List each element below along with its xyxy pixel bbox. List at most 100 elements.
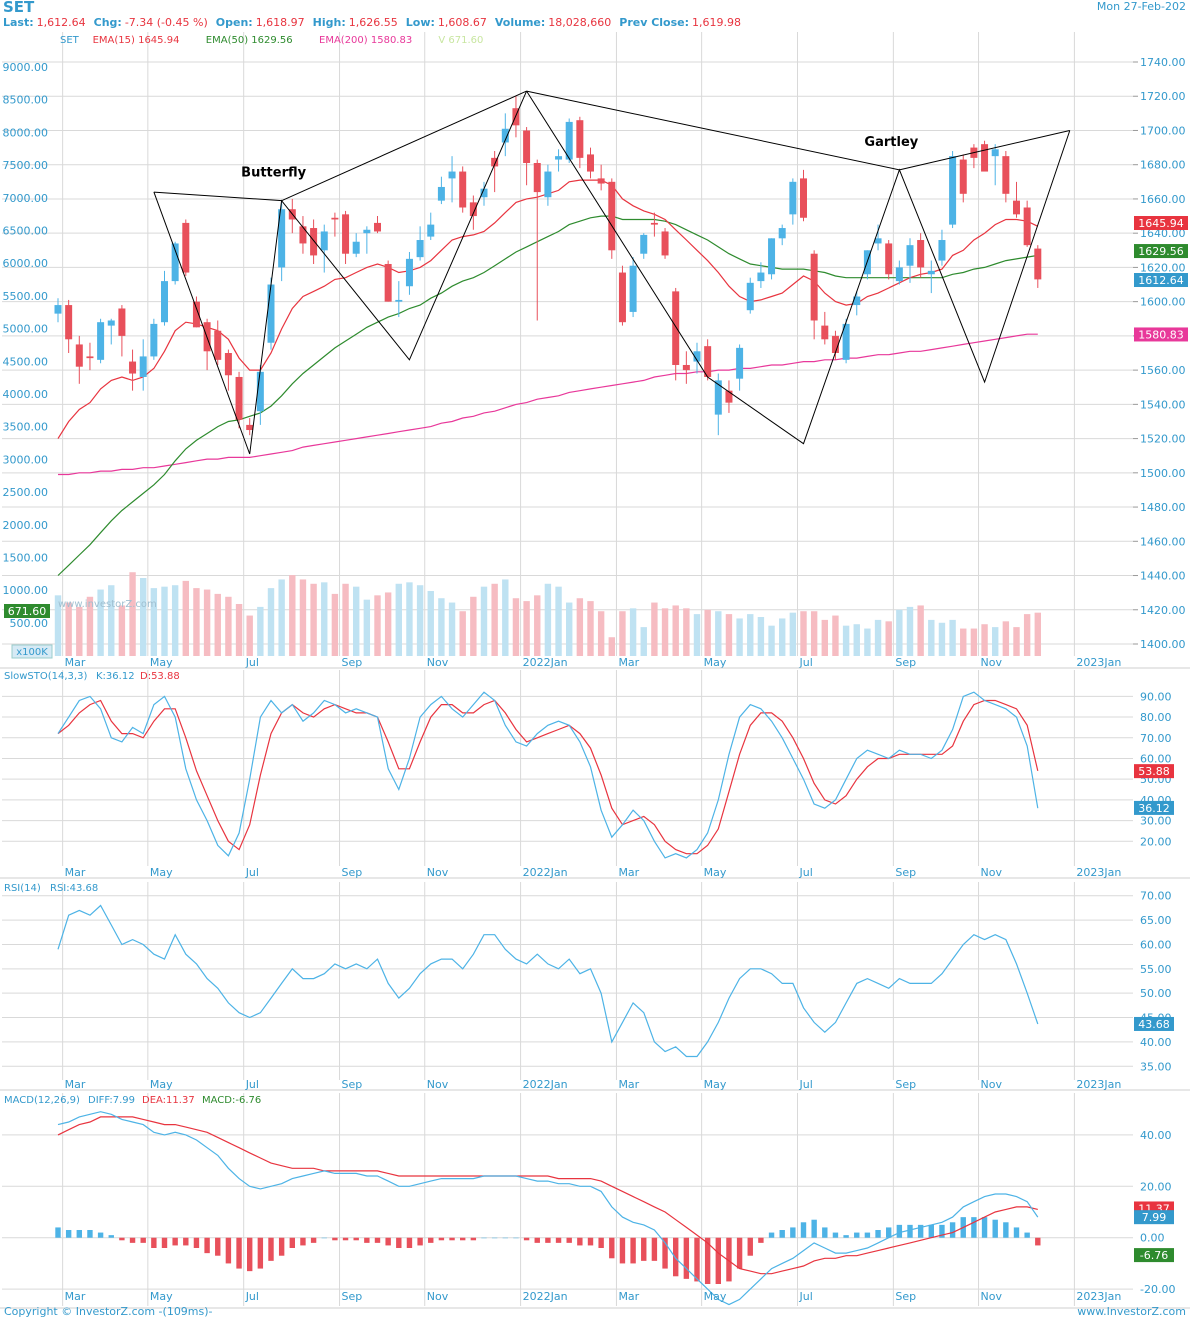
stoch-title: SlowSTO(14,3,3) [4, 671, 87, 682]
candle-body [501, 128, 509, 143]
macd-histogram-bar [470, 1237, 477, 1241]
candle-body [331, 217, 339, 220]
quote-value: 1,612.64 [36, 16, 86, 29]
left-axis-tick-label: 1000.00 [3, 584, 49, 597]
rsi-line [57, 904, 1039, 1058]
left-axis-tick-label: 6000.00 [3, 257, 49, 270]
macd-histogram-bar [587, 1237, 594, 1246]
macd-histogram-bar [310, 1237, 317, 1243]
right-axis-tick-label: 65.00 [1140, 914, 1172, 927]
macd-title: MACD(12,26,9) [4, 1095, 80, 1106]
x-axis-label: Nov [981, 866, 1003, 879]
candle-body [267, 284, 275, 343]
macd-histogram-bar [843, 1235, 849, 1238]
candle-body [885, 243, 893, 275]
macd-histogram-bar [886, 1227, 892, 1238]
macd-histogram-bar [917, 1224, 924, 1238]
candle-body [608, 181, 616, 251]
volume-bar [928, 619, 935, 656]
left-axis-tick-label: 4000.00 [3, 388, 49, 401]
right-axis-tick-label: 35.00 [1140, 1060, 1172, 1073]
candle-body [618, 272, 626, 323]
macd-histogram-bar [800, 1222, 807, 1238]
price-label-text: 1629.56 [1138, 245, 1184, 258]
watermark-text: www.investorZ.com [58, 599, 157, 610]
macd-histogram-bar [225, 1237, 232, 1264]
volume-bar [140, 578, 147, 656]
volume-bar [1023, 614, 1031, 656]
left-axis-tick-label: 9000.00 [3, 61, 49, 74]
right-axis-tick-label: -20.00 [1140, 1283, 1175, 1296]
macd-histogram-bar [747, 1237, 753, 1256]
macd-histogram-bar [928, 1224, 934, 1238]
x-axis-label: May [150, 1290, 173, 1303]
candle-body [480, 188, 488, 198]
candle-body [192, 301, 200, 328]
candle-body [895, 267, 903, 282]
candle-body [352, 241, 360, 254]
left-axis-tick-label: 3500.00 [3, 421, 49, 434]
x-axis-label: Mar [618, 656, 639, 669]
right-axis-tick-label: 30.00 [1140, 815, 1172, 828]
volume-bar [108, 585, 115, 656]
volume-bar [257, 606, 264, 656]
candle-body [640, 234, 648, 254]
volume-bar [448, 602, 456, 656]
quote-value: 1,626.55 [348, 16, 398, 29]
candle-body [427, 224, 435, 237]
price-label-text: 1612.64 [1138, 274, 1184, 287]
candle-body [555, 156, 563, 160]
x-axis-label: 2022Jan [523, 1078, 568, 1091]
macd-histogram-bar [555, 1237, 562, 1243]
candle-body [842, 323, 850, 360]
price-label-box [1134, 327, 1188, 342]
macd-histogram-bar [1013, 1227, 1020, 1238]
macd-histogram-bar [385, 1237, 391, 1246]
volume-bar [597, 611, 605, 656]
candle-body [459, 171, 467, 208]
candle-body [629, 265, 637, 312]
right-axis-tick-label: 40.00 [1140, 1129, 1172, 1142]
volume-bar [608, 637, 615, 656]
x-axis-label: Jul [245, 866, 259, 879]
header-date: Mon 27-Feb-202 [1096, 0, 1186, 13]
volume-unit-text: x100K [16, 647, 48, 658]
stoch-value-box [1134, 800, 1174, 815]
macd-histogram-bar [651, 1237, 658, 1261]
macd-histogram-bar [619, 1237, 626, 1264]
macd-histogram-bar [460, 1237, 466, 1241]
volume-bar [800, 611, 807, 656]
candle-body [672, 291, 680, 365]
macd-histogram-bar [715, 1237, 721, 1284]
candle-body [299, 226, 307, 244]
x-axis-label: Nov [427, 656, 449, 669]
macd-histogram-bar [129, 1237, 136, 1243]
volume-bar [523, 601, 530, 656]
macd-dea-line [57, 1116, 1038, 1275]
candle-body [491, 157, 499, 167]
volume-bar [576, 598, 584, 656]
left-axis-tick-label: 1500.00 [3, 552, 49, 565]
left-axis-tick-label: 4500.00 [3, 355, 49, 368]
macd-histogram-bar [907, 1224, 913, 1238]
quote-label: Last: [3, 16, 34, 29]
macd-histogram-bar [491, 1237, 498, 1239]
volume-bar [672, 605, 679, 656]
candle-body [395, 299, 403, 302]
candle-body [405, 258, 413, 287]
volume-bar [246, 615, 253, 656]
macd-histogram-bar [736, 1237, 743, 1269]
x-axis-label: Mar [618, 1078, 639, 1091]
macd-histogram-bar [981, 1217, 988, 1238]
volume-bar [470, 596, 477, 656]
volume-bar [342, 583, 349, 656]
indicator-legend-item: EMA(50) 1629.56 [206, 35, 293, 46]
candle-body [917, 240, 925, 268]
indicator-legend-item: SET [60, 35, 80, 46]
candle-body [821, 325, 829, 340]
right-axis-tick-label: 1420.00 [1140, 604, 1186, 617]
x-axis-label: 2023Jan [1076, 866, 1121, 879]
x-axis-label: Mar [65, 656, 86, 669]
macd-value-text: -6.76 [1140, 1249, 1168, 1262]
left-axis-tick-label: 2000.00 [3, 519, 49, 532]
